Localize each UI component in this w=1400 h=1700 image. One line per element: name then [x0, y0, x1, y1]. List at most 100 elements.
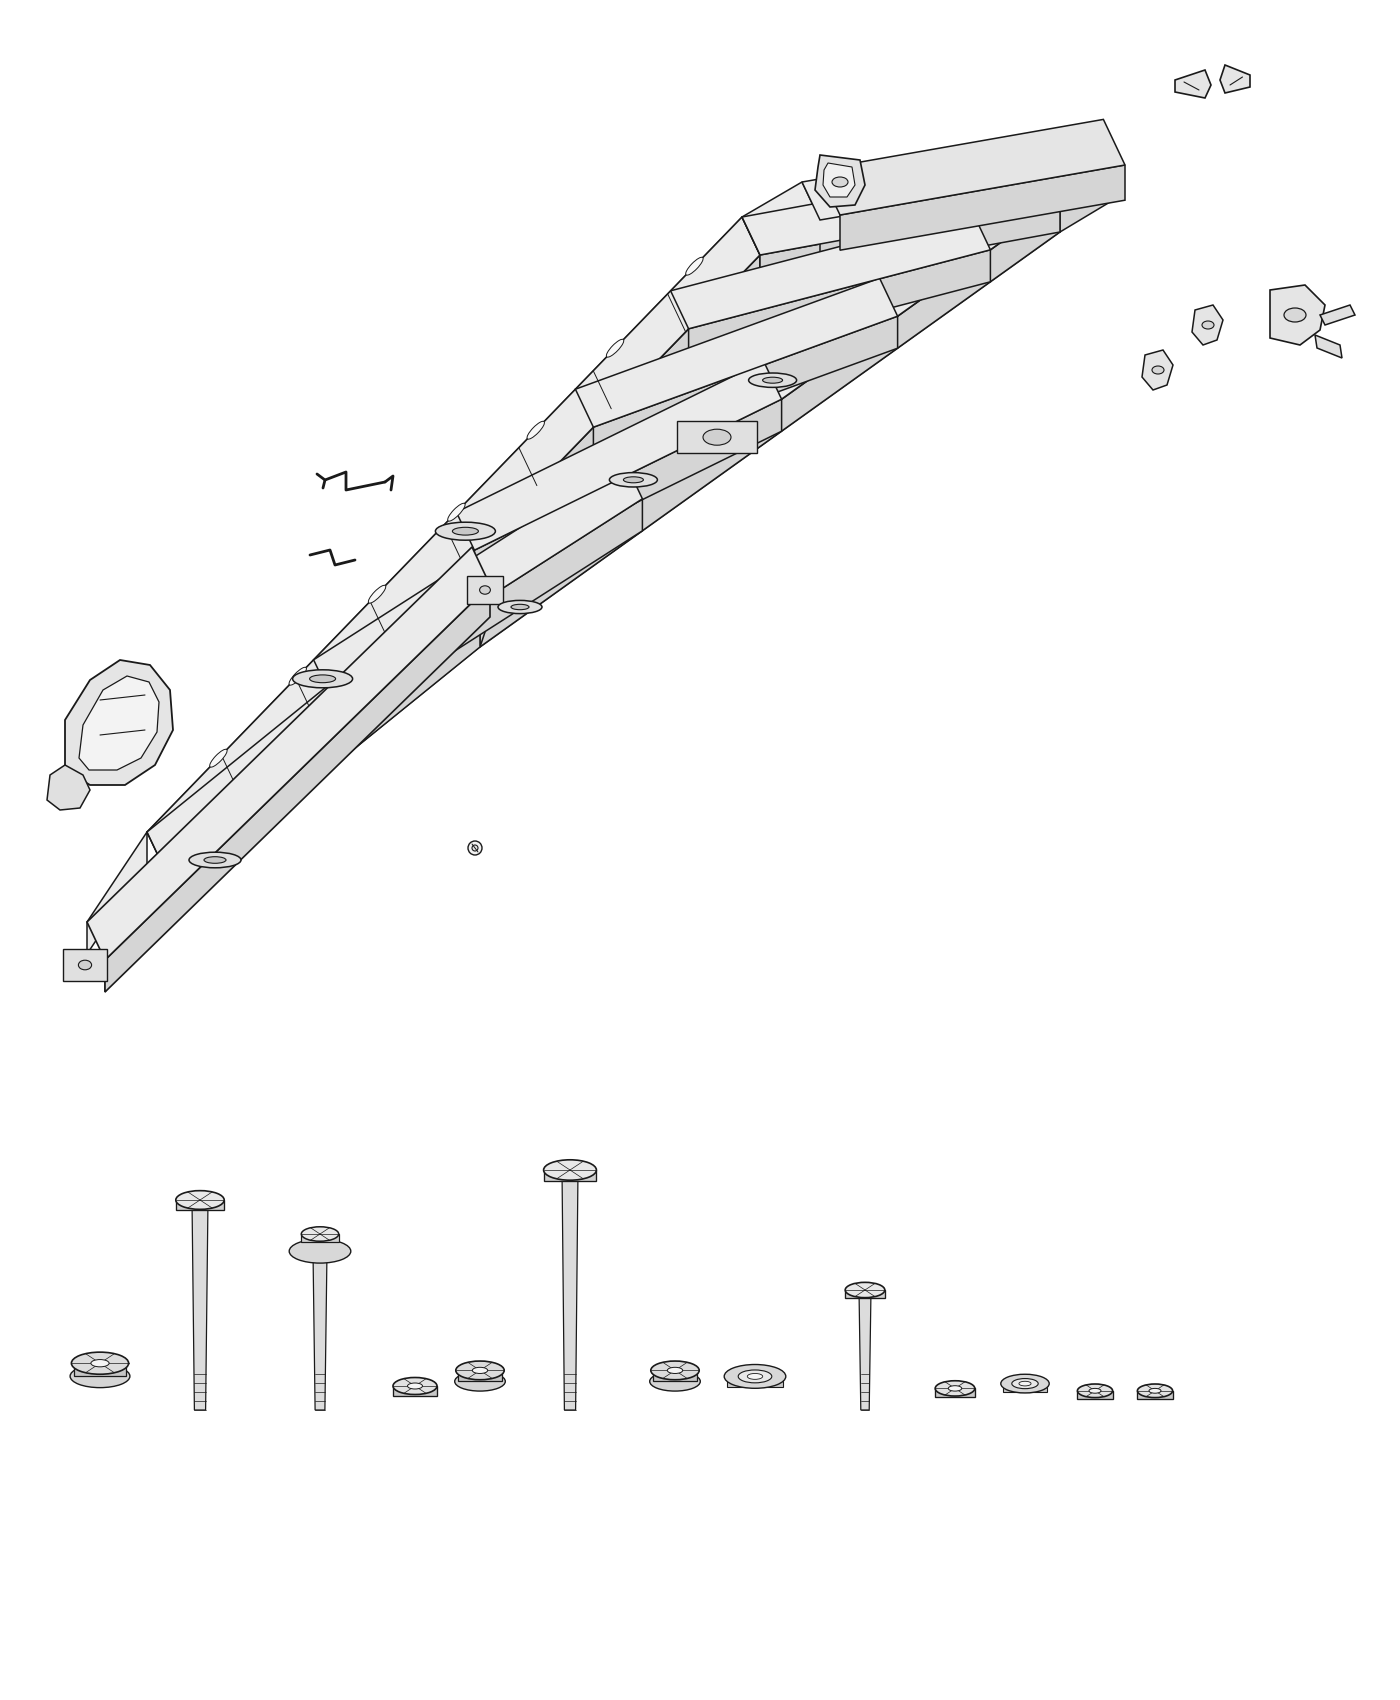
Polygon shape [689, 250, 990, 360]
Ellipse shape [623, 476, 644, 483]
Ellipse shape [738, 1370, 771, 1382]
Polygon shape [742, 182, 820, 255]
Polygon shape [456, 360, 781, 551]
Ellipse shape [749, 372, 797, 388]
Ellipse shape [1203, 321, 1214, 330]
Ellipse shape [290, 1239, 351, 1263]
Ellipse shape [407, 1384, 423, 1389]
Ellipse shape [78, 960, 91, 969]
Ellipse shape [668, 1367, 683, 1374]
Ellipse shape [1149, 1389, 1161, 1394]
Ellipse shape [609, 473, 658, 486]
Ellipse shape [498, 600, 542, 614]
Ellipse shape [176, 1190, 224, 1209]
Ellipse shape [543, 1159, 596, 1180]
Ellipse shape [650, 1372, 700, 1391]
Polygon shape [594, 316, 897, 459]
Ellipse shape [703, 428, 731, 445]
Polygon shape [1042, 133, 1110, 201]
Polygon shape [1191, 304, 1224, 345]
Polygon shape [561, 1170, 578, 1409]
Polygon shape [819, 119, 1126, 214]
Polygon shape [1137, 1391, 1173, 1399]
Ellipse shape [301, 1227, 339, 1241]
Ellipse shape [393, 1377, 437, 1394]
Ellipse shape [832, 177, 848, 187]
Ellipse shape [189, 852, 241, 867]
Polygon shape [458, 1370, 503, 1382]
Ellipse shape [948, 1386, 962, 1391]
Polygon shape [475, 400, 781, 581]
Polygon shape [480, 585, 490, 648]
Polygon shape [468, 576, 503, 604]
Polygon shape [147, 576, 480, 870]
Ellipse shape [456, 1362, 504, 1380]
Ellipse shape [1012, 1379, 1039, 1389]
Ellipse shape [455, 1372, 505, 1391]
Polygon shape [64, 660, 174, 785]
Polygon shape [165, 231, 1060, 903]
Polygon shape [147, 162, 1042, 831]
Ellipse shape [752, 357, 769, 369]
Ellipse shape [1284, 308, 1306, 321]
Ellipse shape [480, 586, 490, 595]
Ellipse shape [448, 503, 465, 522]
Polygon shape [165, 615, 480, 903]
Polygon shape [678, 422, 757, 454]
Polygon shape [935, 1389, 974, 1397]
Polygon shape [846, 1290, 885, 1299]
Polygon shape [1060, 170, 1110, 231]
Ellipse shape [965, 206, 981, 218]
Polygon shape [105, 870, 165, 993]
Ellipse shape [71, 1352, 129, 1374]
Polygon shape [147, 218, 760, 870]
Polygon shape [78, 677, 160, 770]
Polygon shape [1175, 70, 1211, 99]
Polygon shape [314, 461, 643, 697]
Ellipse shape [70, 1365, 130, 1387]
Ellipse shape [1078, 1384, 1113, 1397]
Polygon shape [1142, 350, 1173, 389]
Ellipse shape [540, 508, 557, 522]
Ellipse shape [309, 675, 336, 683]
Polygon shape [480, 201, 1060, 648]
Polygon shape [1219, 65, 1250, 94]
Polygon shape [87, 831, 147, 954]
Ellipse shape [368, 585, 386, 604]
Polygon shape [393, 1386, 437, 1396]
Ellipse shape [647, 434, 664, 445]
Ellipse shape [452, 527, 479, 536]
Polygon shape [48, 765, 90, 809]
Ellipse shape [1019, 1382, 1030, 1386]
Ellipse shape [846, 1282, 885, 1297]
Polygon shape [1078, 1391, 1113, 1399]
Ellipse shape [1001, 1374, 1049, 1392]
Ellipse shape [288, 666, 307, 685]
Polygon shape [1002, 1384, 1047, 1392]
Ellipse shape [606, 340, 624, 357]
Ellipse shape [763, 377, 783, 382]
Polygon shape [314, 1251, 328, 1409]
Ellipse shape [293, 670, 353, 689]
Ellipse shape [210, 750, 227, 767]
Polygon shape [815, 155, 865, 207]
Polygon shape [652, 1370, 697, 1382]
Polygon shape [820, 170, 1110, 252]
Polygon shape [742, 162, 1060, 255]
Polygon shape [87, 547, 490, 960]
Ellipse shape [526, 422, 545, 439]
Ellipse shape [1152, 366, 1163, 374]
Ellipse shape [511, 604, 529, 610]
Polygon shape [165, 255, 760, 903]
Polygon shape [543, 1170, 596, 1182]
Ellipse shape [748, 1374, 763, 1379]
Polygon shape [1270, 286, 1324, 345]
Ellipse shape [435, 522, 496, 541]
Ellipse shape [468, 842, 482, 855]
Polygon shape [63, 949, 106, 981]
Polygon shape [462, 547, 472, 609]
Ellipse shape [686, 257, 703, 275]
Polygon shape [840, 165, 1126, 250]
Polygon shape [760, 219, 820, 287]
Ellipse shape [724, 1365, 785, 1389]
